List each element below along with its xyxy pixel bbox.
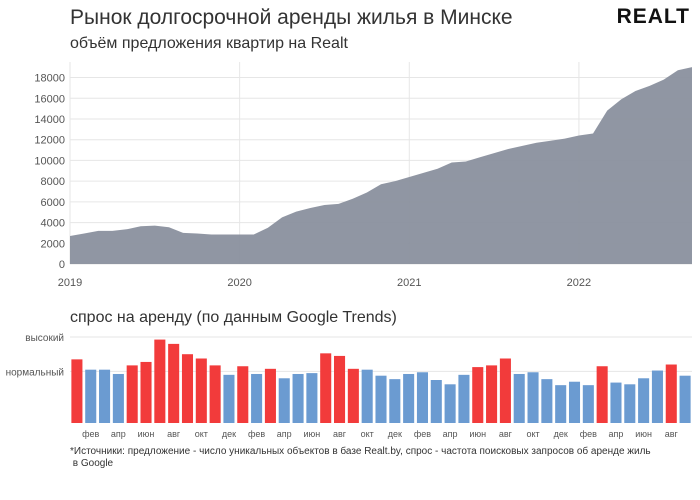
- demand-bar: [596, 366, 608, 423]
- demand-bar: [209, 365, 221, 423]
- demand-bar: [555, 385, 567, 423]
- bar-y-tick-label: нормальный: [6, 367, 64, 378]
- area-x-tick-label: 2022: [567, 277, 591, 289]
- area-y-tick-label: 12000: [34, 135, 65, 147]
- area-x-tick-label: 2019: [58, 277, 82, 289]
- demand-bar: [154, 339, 166, 423]
- bar-x-tick-label: апр: [609, 429, 624, 439]
- area-y-tick-label: 2000: [41, 238, 65, 250]
- bar-x-tick-label: окт: [361, 429, 374, 439]
- bar-x-tick-label: дек: [222, 429, 236, 439]
- demand-bar: [334, 355, 346, 423]
- bar-x-tick-label: авг: [499, 429, 513, 439]
- chart-subtitle: объём предложения квартир на Realt: [70, 35, 348, 52]
- demand-bar: [403, 373, 415, 423]
- demand-bar: [389, 379, 401, 423]
- demand-bar: [85, 369, 97, 423]
- demand-bar: [195, 358, 207, 423]
- bar-y-tick-label: высокий: [25, 333, 64, 344]
- demand-bar: [541, 379, 553, 423]
- area-y-tick-label: 4000: [41, 218, 65, 230]
- demand-bar: [486, 365, 498, 423]
- area-x-tick-label: 2021: [397, 277, 421, 289]
- bar-x-tick-label: авг: [167, 429, 181, 439]
- demand-bar: [264, 368, 276, 423]
- demand-bar: [416, 372, 428, 423]
- bar-x-tick-label: апр: [111, 429, 126, 439]
- demand-bar: [140, 361, 152, 423]
- demand-bar: [430, 380, 442, 423]
- bar-x-tick-label: апр: [443, 429, 458, 439]
- area-x-tick-label: 2020: [227, 277, 251, 289]
- bar-chart-title: спрос на аренду (по данным Google Trends…: [70, 309, 397, 326]
- offer-area: [70, 67, 692, 264]
- area-y-tick-label: 16000: [34, 93, 65, 105]
- demand-bar: [347, 368, 359, 423]
- area-y-tick-label: 10000: [34, 155, 65, 167]
- demand-bar: [223, 374, 235, 423]
- demand-bar: [679, 375, 691, 423]
- offer-area-chart: 0 2000 4000 6000 8000 10000 12000 14000 16000 180…: [34, 62, 692, 289]
- demand-bar: [444, 384, 456, 423]
- bar-x-tick-label: апр: [277, 429, 292, 439]
- demand-bar: [237, 366, 249, 423]
- demand-bar: [651, 370, 663, 423]
- footnote-line-1: *Источники: предложение - число уникальн…: [70, 446, 651, 457]
- demand-bar: [181, 354, 194, 423]
- demand-bar: [361, 369, 373, 423]
- bar-x-tick-label: авг: [665, 429, 679, 439]
- demand-bar: [251, 373, 263, 423]
- chart-title: Рынок долгосрочной аренды жилья в Минске: [70, 6, 513, 29]
- demand-bar: [99, 369, 111, 423]
- bar-x-tick-label: дек: [554, 429, 568, 439]
- demand-bar: [168, 343, 180, 423]
- demand-bar: [499, 358, 511, 423]
- demand-bar: [624, 384, 636, 423]
- demand-bar-chart: высокий нормальный фев апр июн авг окт дек фев ап…: [6, 333, 692, 439]
- bar-x-tick-label: июн: [138, 429, 155, 439]
- area-y-tick-label: 6000: [41, 197, 65, 209]
- area-y-tick-label: 0: [59, 259, 65, 271]
- footnote: *Источники: предложение - число уникальн…: [70, 446, 670, 470]
- area-y-tick-label: 14000: [34, 114, 65, 126]
- demand-bar: [458, 374, 470, 423]
- demand-bar: [278, 378, 290, 423]
- bar-x-tick-label: фев: [82, 429, 99, 439]
- demand-bar: [306, 373, 318, 423]
- bar-x-tick-label: окт: [195, 429, 208, 439]
- demand-bar: [610, 382, 622, 423]
- demand-bar: [126, 365, 138, 423]
- bar-x-tick-label: авг: [333, 429, 347, 439]
- footnote-line-2: в Google: [70, 458, 114, 469]
- bar-x-tick-label: июн: [635, 429, 652, 439]
- demand-bar: [527, 372, 539, 423]
- demand-bar: [320, 353, 332, 423]
- bar-x-tick-label: фев: [580, 429, 597, 439]
- demand-bar: [513, 373, 525, 423]
- demand-bar: [112, 373, 124, 423]
- demand-bar: [472, 367, 484, 423]
- bar-x-tick-label: окт: [526, 429, 539, 439]
- demand-bar: [665, 364, 677, 423]
- bar-x-tick-label: дек: [388, 429, 402, 439]
- demand-bar: [375, 375, 387, 423]
- area-y-tick-label: 8000: [41, 176, 65, 188]
- demand-bar: [568, 381, 581, 423]
- bar-x-tick-label: июн: [304, 429, 321, 439]
- bar-x-tick-label: фев: [248, 429, 265, 439]
- bar-x-tick-label: фев: [414, 429, 431, 439]
- area-y-tick-label: 18000: [34, 73, 65, 85]
- demand-bar: [638, 378, 650, 423]
- demand-bar: [582, 385, 594, 423]
- demand-bar: [292, 373, 304, 423]
- bar-x-tick-label: июн: [469, 429, 486, 439]
- realt-logo: REALT: [616, 5, 690, 28]
- demand-bar: [71, 359, 83, 423]
